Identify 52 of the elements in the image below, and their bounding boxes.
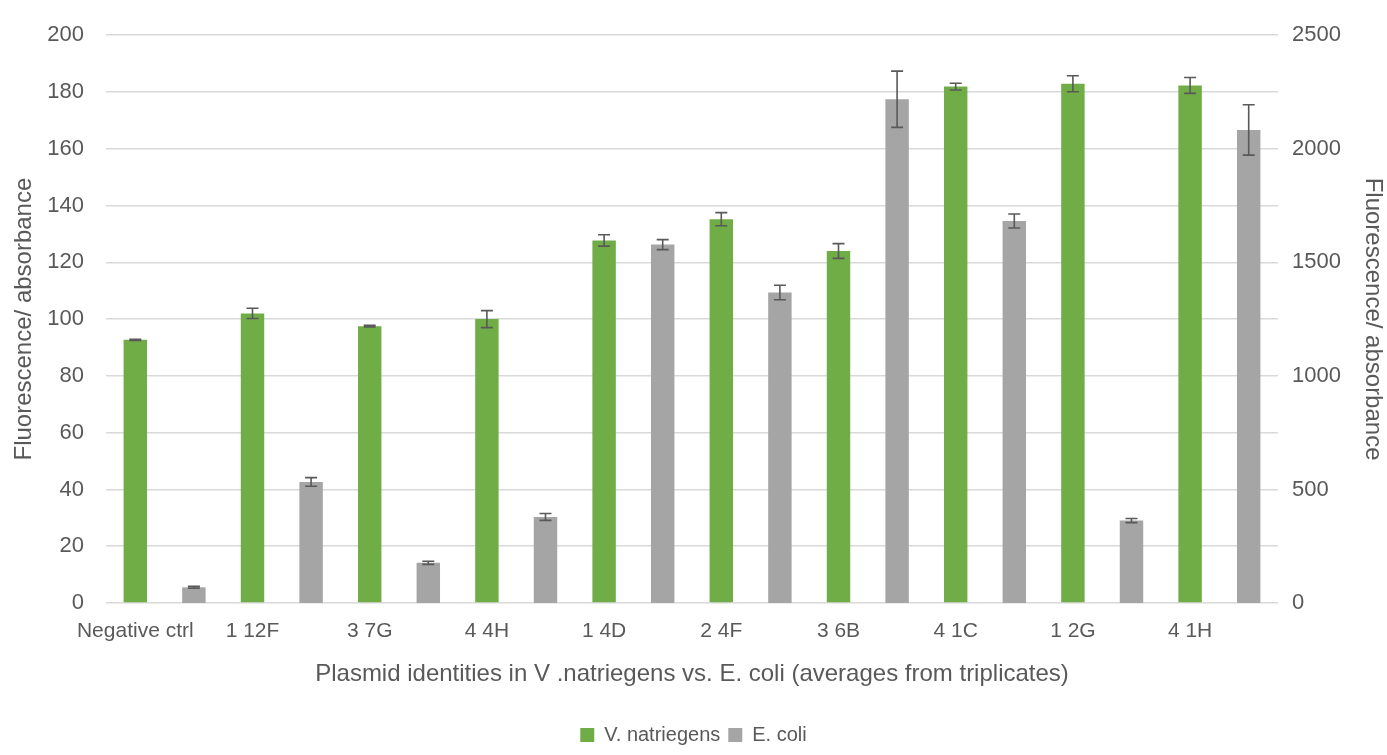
bar: [533, 516, 558, 603]
y-axis-title: Fluorescence/ absorbance: [9, 177, 37, 461]
y-tick-label: 120: [47, 248, 84, 274]
bar: [1178, 85, 1202, 603]
bar: [240, 313, 265, 603]
x-tick-label: 2 4F: [700, 618, 743, 642]
bar: [475, 319, 499, 603]
bar: [1119, 520, 1144, 603]
y-tick-label: 60: [59, 418, 84, 444]
bar: [299, 481, 323, 603]
y-tick-label: 200: [47, 21, 84, 47]
bar: [768, 292, 792, 603]
y-tick-label: 100: [47, 305, 84, 331]
bar: [182, 587, 206, 603]
y-tick-label: 80: [59, 361, 84, 387]
x-axis-title: Plasmid identities in V .natriegens vs. E. coli (averages from triplicates): [315, 659, 1069, 687]
bar: [123, 339, 148, 603]
legend-label: E. coli: [752, 722, 807, 745]
y2-tick-label: 2000: [1292, 134, 1341, 160]
bar: [1002, 220, 1027, 603]
x-tick-label: 3 6B: [816, 618, 861, 642]
y-tick-label: 20: [59, 532, 84, 558]
x-tick-label: 1 12F: [225, 618, 280, 642]
y2-tick-label: 1500: [1292, 248, 1341, 274]
x-tick-label: 4 1C: [933, 618, 978, 642]
bar: [885, 99, 909, 603]
bar: [943, 86, 968, 603]
y-tick-label: 160: [47, 134, 84, 160]
x-tick-label: 4 1H: [1167, 618, 1213, 642]
y2-tick-label: 0: [1292, 589, 1305, 615]
y2-axis-title: Fluorescence/ absorbance: [1360, 177, 1387, 461]
y-tick-label: 140: [47, 191, 84, 217]
legend-label: V. natriegens: [604, 722, 721, 745]
bar: [709, 219, 734, 603]
x-tick-label: 1 4D: [581, 618, 627, 642]
y-tick-label: 0: [71, 589, 84, 615]
y2-tick-label: 500: [1292, 475, 1329, 501]
y2-tick-label: 1000: [1292, 361, 1341, 387]
bar: [826, 250, 851, 603]
x-tick-label: Negative ctrl: [76, 618, 194, 642]
bar: [592, 240, 616, 603]
y-tick-label: 40: [59, 475, 84, 501]
y2-tick-label: 2500: [1292, 21, 1341, 47]
y-tick-label: 180: [47, 78, 84, 104]
bar: [1236, 129, 1261, 603]
x-tick-label: 3 7G: [346, 618, 393, 642]
x-tick-label: 4 4H: [464, 618, 510, 642]
bar: [650, 244, 675, 603]
bar: [357, 326, 382, 603]
x-tick-label: 1 2G: [1050, 618, 1096, 642]
bar: [416, 562, 441, 603]
bar: [1061, 83, 1085, 603]
